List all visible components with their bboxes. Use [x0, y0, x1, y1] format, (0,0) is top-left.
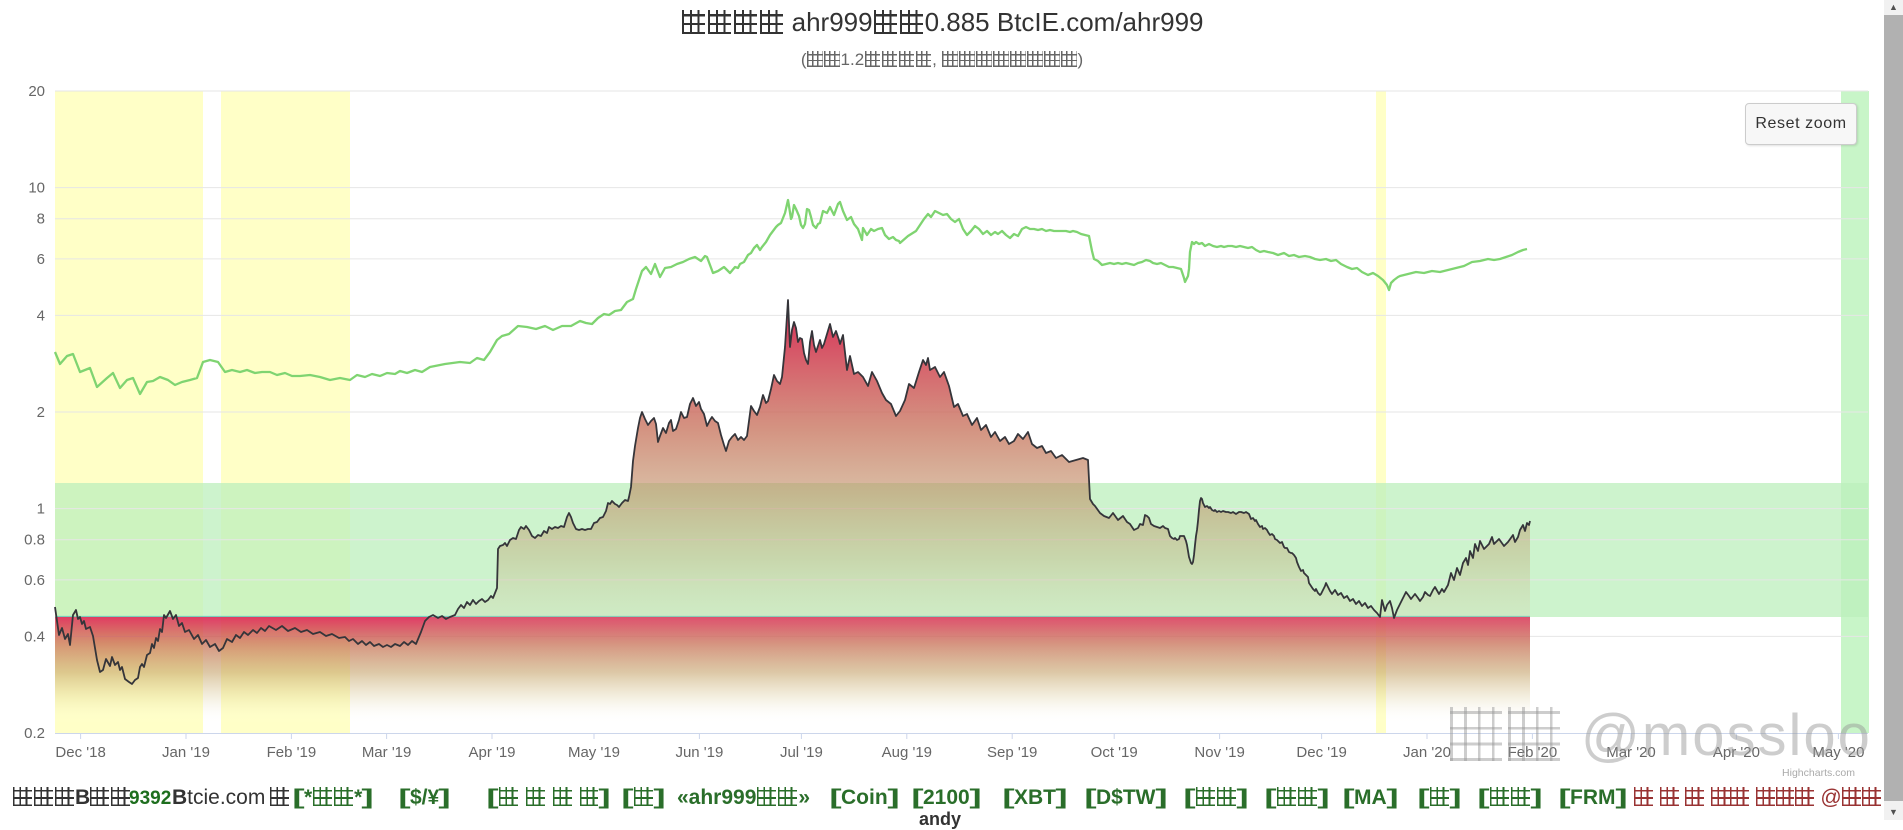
- svg-text:Sep '19: Sep '19: [987, 744, 1037, 761]
- svg-text:Apr '19: Apr '19: [468, 744, 515, 761]
- svg-text:Jan '19: Jan '19: [162, 744, 210, 761]
- svg-text:Mar '20: Mar '20: [1606, 744, 1656, 761]
- svg-text:8: 8: [37, 211, 45, 228]
- svg-text:Dec '18: Dec '18: [55, 744, 105, 761]
- svg-text:Jan '20: Jan '20: [1403, 744, 1451, 761]
- svg-text:10: 10: [28, 180, 45, 197]
- svg-text:6: 6: [37, 251, 45, 268]
- svg-text:Feb '19: Feb '19: [267, 744, 317, 761]
- svg-text:Jun '19: Jun '19: [675, 744, 723, 761]
- svg-text:0.2: 0.2: [24, 725, 45, 742]
- svg-text:0.4: 0.4: [24, 628, 45, 645]
- svg-text:Jul '19: Jul '19: [780, 744, 823, 761]
- svg-text:Feb '20: Feb '20: [1508, 744, 1558, 761]
- svg-text:Nov '19: Nov '19: [1194, 744, 1244, 761]
- svg-text:Aug '19: Aug '19: [882, 744, 932, 761]
- svg-text:May '19: May '19: [568, 744, 620, 761]
- svg-text:0.8: 0.8: [24, 532, 45, 549]
- svg-text:4: 4: [37, 307, 45, 324]
- svg-text:Oct '19: Oct '19: [1091, 744, 1138, 761]
- svg-text:20: 20: [28, 83, 45, 100]
- svg-text:May '20: May '20: [1812, 744, 1864, 761]
- svg-text:Dec '19: Dec '19: [1296, 744, 1346, 761]
- svg-text:0.6: 0.6: [24, 572, 45, 589]
- svg-text:1: 1: [37, 501, 45, 518]
- svg-text:Mar '19: Mar '19: [362, 744, 412, 761]
- svg-text:2: 2: [37, 404, 45, 421]
- svg-text:Apr '20: Apr '20: [1713, 744, 1760, 761]
